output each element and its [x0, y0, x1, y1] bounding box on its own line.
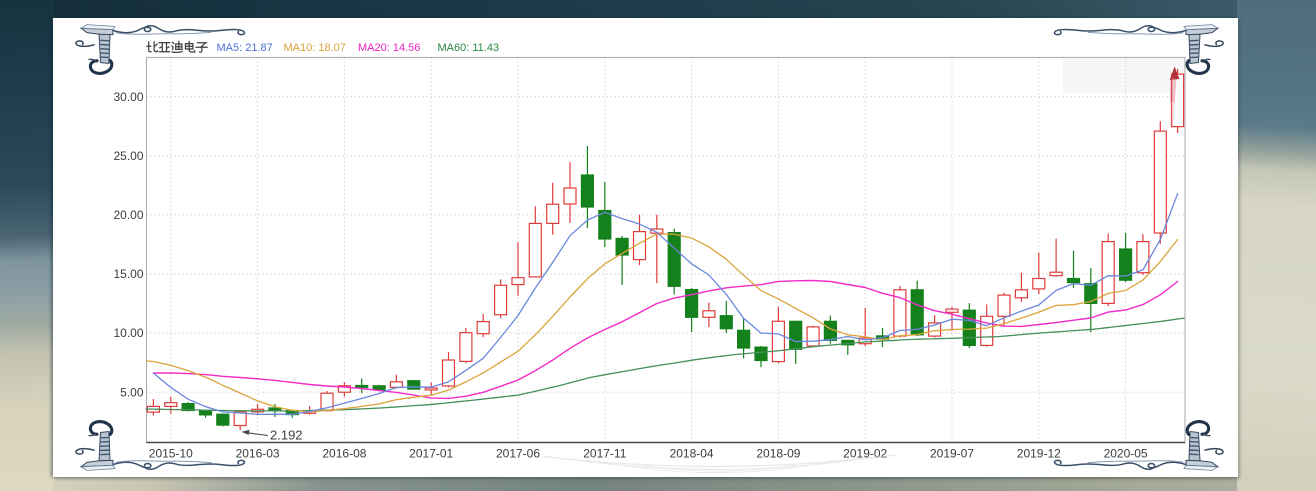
svg-text:2018-09: 2018-09 [756, 447, 800, 461]
svg-text:15.00: 15.00 [113, 267, 143, 281]
svg-text:MA20: 14.56: MA20: 14.56 [358, 42, 420, 54]
svg-text:2017-01: 2017-01 [409, 447, 453, 461]
svg-text:2018-04: 2018-04 [670, 447, 714, 461]
svg-text:2016-03: 2016-03 [236, 447, 280, 461]
svg-text:2015-10: 2015-10 [149, 447, 193, 461]
svg-text:MA5: 21.87: MA5: 21.87 [217, 42, 273, 54]
svg-text:2017-06: 2017-06 [496, 447, 540, 461]
svg-text:2.192: 2.192 [270, 428, 303, 443]
svg-text:10.00: 10.00 [113, 326, 143, 340]
svg-text:MA60: 11.43: MA60: 11.43 [438, 42, 500, 54]
svg-text:25.00: 25.00 [113, 149, 143, 163]
svg-text:MA10: 18.07: MA10: 18.07 [284, 42, 346, 54]
svg-text:2019-02: 2019-02 [843, 447, 887, 461]
svg-text:20.00: 20.00 [113, 208, 143, 222]
svg-text:2016-08: 2016-08 [322, 447, 366, 461]
svg-text:2017-11: 2017-11 [583, 447, 626, 461]
svg-text:2019-07: 2019-07 [930, 447, 974, 461]
svg-text:2020-05: 2020-05 [1104, 447, 1148, 461]
svg-text:30.00: 30.00 [113, 90, 143, 104]
svg-text:2019-12: 2019-12 [1017, 447, 1061, 461]
svg-text:5.00: 5.00 [120, 385, 144, 399]
